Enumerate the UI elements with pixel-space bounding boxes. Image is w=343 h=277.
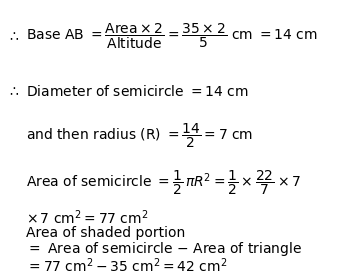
Text: $=$ Area of semicircle $-$ Area of triangle: $=$ Area of semicircle $-$ Area of trian…: [26, 240, 302, 258]
Text: $\therefore$: $\therefore$: [7, 84, 20, 98]
Text: $\times\, 7$ cm$^2 = 77$ cm$^2$: $\times\, 7$ cm$^2 = 77$ cm$^2$: [26, 208, 149, 227]
Text: $\therefore$: $\therefore$: [7, 29, 20, 43]
Text: and then radius (R) $= \dfrac{14}{2} = 7$ cm: and then radius (R) $= \dfrac{14}{2} = 7…: [26, 121, 253, 150]
Text: Diameter of semicircle $= 14$ cm: Diameter of semicircle $= 14$ cm: [26, 84, 249, 99]
Text: Area of shaded portion: Area of shaded portion: [26, 226, 186, 240]
Text: Base AB $= \dfrac{\mathrm{Area} \times 2}{\mathrm{Altitude}} = \dfrac{35 \times : Base AB $= \dfrac{\mathrm{Area} \times 2…: [26, 22, 318, 51]
Text: Area of semicircle $= \dfrac{1}{2}\,\pi R^2 = \dfrac{1}{2} \times \dfrac{22}{7} : Area of semicircle $= \dfrac{1}{2}\,\pi …: [26, 168, 301, 197]
Text: $= 77$ cm$^2 - 35$ cm$^2 = 42$ cm$^2$: $= 77$ cm$^2 - 35$ cm$^2 = 42$ cm$^2$: [26, 256, 227, 275]
